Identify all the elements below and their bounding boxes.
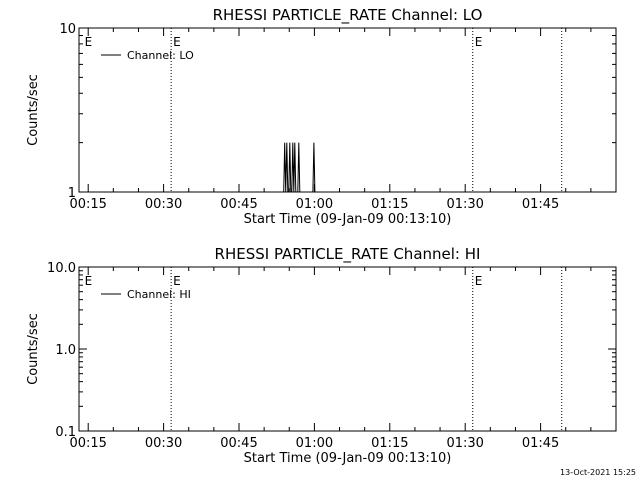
y-tick-label: 10: [59, 22, 76, 37]
x-tick-label: 00:15: [69, 436, 106, 451]
y-tick-label: 1: [68, 186, 76, 201]
chart-title: RHESSI PARTICLE_RATE Channel: HI: [215, 245, 481, 264]
x-tick-label: 01:00: [296, 436, 333, 451]
legend-label: Channel: HI: [127, 288, 191, 301]
footer-timestamp: 13-Oct-2021 15:25: [560, 468, 636, 477]
panel-lo: RHESSI PARTICLE_RATE Channel: LO 00:15 00:…: [26, 6, 617, 227]
x-tick-label: 00:15: [69, 197, 106, 212]
event-marker-label: E: [173, 35, 181, 49]
x-tick-label: 01:30: [446, 436, 483, 451]
y-tick-label: 1.0: [55, 343, 76, 358]
x-tick-label: 01:45: [522, 436, 559, 451]
x-tick-label: 00:30: [145, 436, 182, 451]
plot-frame: [78, 27, 617, 193]
panel-hi: RHESSI PARTICLE_RATE Channel: HI 00:15 00:…: [26, 245, 617, 466]
event-marker-label: E: [85, 274, 93, 288]
event-marker-label: E: [475, 35, 483, 49]
legend-label: Channel: LO: [127, 49, 194, 62]
x-tick-label: 01:45: [522, 197, 559, 212]
x-tick-label: 01:00: [296, 197, 333, 212]
y-tick-label: 0.1: [55, 425, 76, 440]
x-tick-label: 01:30: [446, 197, 483, 212]
y-tick-label: 10.0: [47, 261, 76, 276]
x-tick-label: 00:45: [220, 197, 257, 212]
x-axis-label: Start Time (09-Jan-09 00:13:10): [244, 212, 452, 227]
x-tick-label: 00:45: [220, 436, 257, 451]
x-axis-label: Start Time (09-Jan-09 00:13:10): [244, 451, 452, 466]
event-marker-label: E: [85, 35, 93, 49]
x-tick-label: 01:15: [371, 197, 408, 212]
y-axis-label: Counts/sec: [26, 74, 41, 146]
series-line-0: [283, 142, 316, 193]
event-marker-label: E: [475, 274, 483, 288]
x-tick-label: 00:30: [145, 197, 182, 212]
event-marker-label: E: [173, 274, 181, 288]
x-tick-label: 01:15: [371, 436, 408, 451]
y-axis-label: Counts/sec: [26, 313, 41, 385]
chart-title: RHESSI PARTICLE_RATE Channel: LO: [213, 6, 483, 25]
